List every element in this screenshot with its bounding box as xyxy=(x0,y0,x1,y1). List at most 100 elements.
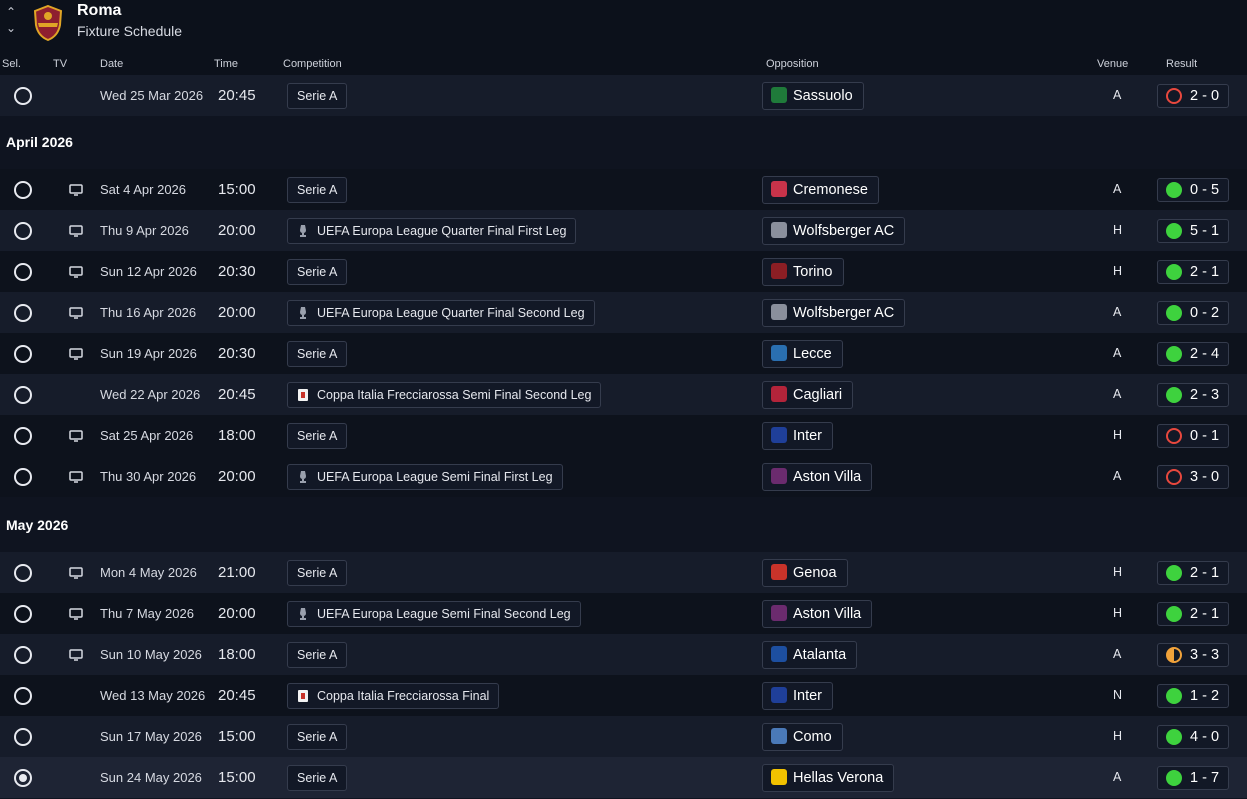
fixture-venue: A xyxy=(1113,345,1122,360)
competition-chip[interactable]: UEFA Europa League Semi Final Second Leg xyxy=(287,600,581,627)
table-row[interactable]: Wed 22 Apr 2026 20:45 Coppa Italia Freccia… xyxy=(0,374,1247,415)
table-row[interactable]: Thu 7 May 2026 20:00 UEFA Europa League Se… xyxy=(0,593,1247,634)
club-name[interactable]: Roma xyxy=(77,2,122,19)
result-chip[interactable]: 0 - 2 xyxy=(1157,300,1229,325)
select-radio[interactable] xyxy=(14,563,32,582)
competition-chip[interactable]: Serie A xyxy=(287,641,348,668)
competition-chip[interactable]: Serie A xyxy=(287,258,348,285)
opposition-name: Wolfsberger AC xyxy=(793,222,895,239)
select-radio[interactable] xyxy=(14,467,32,486)
select-radio[interactable] xyxy=(14,86,32,105)
opposition-chip[interactable]: Aston Villa xyxy=(762,462,873,491)
col-venue[interactable]: Venue xyxy=(1097,58,1129,70)
result-score: 2 - 1 xyxy=(1190,564,1220,581)
fixture-venue: H xyxy=(1113,222,1123,237)
competition-chip[interactable]: Serie A xyxy=(287,764,348,791)
col-tv[interactable]: TV xyxy=(53,58,68,70)
result-chip[interactable]: 2 - 0 xyxy=(1157,83,1229,108)
competition-chip[interactable]: UEFA Europa League Quarter Final First L… xyxy=(287,217,577,244)
competition-chip[interactable]: Serie A xyxy=(287,723,348,750)
result-chip[interactable]: 2 - 3 xyxy=(1157,382,1229,407)
table-row[interactable]: Sun 17 May 2026 15:00 Serie A Como H 4 - 0 xyxy=(0,716,1247,757)
opposition-chip[interactable]: Wolfsberger AC xyxy=(762,216,906,245)
competition-chip[interactable]: Serie A xyxy=(287,559,348,586)
opposition-chip[interactable]: Aston Villa xyxy=(762,599,873,628)
table-row[interactable]: Sat 25 Apr 2026 18:00 Serie A Inter H 0 - 1 xyxy=(0,415,1247,456)
select-radio[interactable] xyxy=(14,768,32,787)
select-radio[interactable] xyxy=(14,221,32,240)
col-competition[interactable]: Competition xyxy=(283,58,342,70)
table-row[interactable]: Sun 12 Apr 2026 20:30 Serie A Torino H 2 - 1 xyxy=(0,251,1247,292)
table-row[interactable]: Sun 10 May 2026 18:00 Serie A Atalanta A 3 - … xyxy=(0,634,1247,675)
table-row[interactable]: Thu 16 Apr 2026 20:00 UEFA Europa League Q… xyxy=(0,292,1247,333)
select-radio[interactable] xyxy=(14,426,32,445)
col-sel[interactable]: Sel. xyxy=(2,58,21,70)
opposition-chip[interactable]: Sassuolo xyxy=(762,81,864,110)
europa-league-trophy-icon xyxy=(300,470,306,483)
opposition-chip[interactable]: Hellas Verona xyxy=(762,763,895,792)
result-chip[interactable]: 1 - 2 xyxy=(1157,683,1229,708)
select-radio[interactable] xyxy=(14,180,32,199)
select-radio[interactable] xyxy=(14,727,32,746)
result-chip[interactable]: 3 - 0 xyxy=(1157,464,1229,489)
select-radio[interactable] xyxy=(14,645,32,664)
select-radio[interactable] xyxy=(14,262,32,281)
table-row[interactable]: Thu 9 Apr 2026 20:00 UEFA Europa League Qu… xyxy=(0,210,1247,251)
result-chip[interactable]: 4 - 0 xyxy=(1157,724,1229,749)
col-result[interactable]: Result xyxy=(1166,58,1198,70)
table-row[interactable]: Mon 4 May 2026 21:00 Serie A Genoa H 2 - 1 xyxy=(0,552,1247,593)
competition-chip[interactable]: Coppa Italia Frecciarossa Semi Final Sec… xyxy=(287,381,602,408)
col-opposition[interactable]: Opposition xyxy=(766,58,819,70)
chevron-down-icon[interactable]: ⌄ xyxy=(5,21,17,35)
fixture-time: 18:00 xyxy=(218,645,256,663)
result-chip[interactable]: 1 - 7 xyxy=(1157,765,1229,790)
result-chip[interactable]: 2 - 1 xyxy=(1157,601,1229,626)
result-chip[interactable]: 5 - 1 xyxy=(1157,218,1229,243)
result-chip[interactable]: 2 - 1 xyxy=(1157,560,1229,585)
competition-chip[interactable]: Coppa Italia Frecciarossa Final xyxy=(287,682,500,709)
fixture-time: 20:00 xyxy=(218,303,256,321)
result-chip[interactable]: 3 - 3 xyxy=(1157,642,1229,667)
tv-icon xyxy=(69,648,83,661)
opposition-chip[interactable]: Wolfsberger AC xyxy=(762,298,906,327)
opposition-chip[interactable]: Atalanta xyxy=(762,640,858,669)
result-chip[interactable]: 2 - 1 xyxy=(1157,259,1229,284)
opponent-badge-icon xyxy=(771,221,787,238)
fixture-date: Thu 7 May 2026 xyxy=(100,605,194,621)
opposition-chip[interactable]: Torino xyxy=(762,257,844,286)
select-radio[interactable] xyxy=(14,385,32,404)
result-score: 2 - 1 xyxy=(1190,263,1220,280)
result-chip[interactable]: 0 - 5 xyxy=(1157,177,1229,202)
competition-chip[interactable]: UEFA Europa League Quarter Final Second … xyxy=(287,299,595,326)
table-row[interactable]: Wed 13 May 2026 20:45 Coppa Italia Freccia… xyxy=(0,675,1247,716)
table-row[interactable]: Sat 4 Apr 2026 15:00 Serie A Cremonese A 0 - … xyxy=(0,169,1247,210)
opposition-chip[interactable]: Cremonese xyxy=(762,175,879,204)
opponent-badge-icon xyxy=(771,344,787,361)
competition-chip[interactable]: Serie A xyxy=(287,422,348,449)
opposition-chip[interactable]: Lecce xyxy=(762,339,843,368)
table-row[interactable]: Thu 30 Apr 2026 20:00 UEFA Europa League S… xyxy=(0,456,1247,497)
table-row[interactable]: Sun 24 May 2026 15:00 Serie A Hellas Verona… xyxy=(0,757,1247,798)
col-time[interactable]: Time xyxy=(214,58,239,70)
result-chip[interactable]: 2 - 4 xyxy=(1157,341,1229,366)
select-radio[interactable] xyxy=(14,303,32,322)
competition-chip[interactable]: Serie A xyxy=(287,176,348,203)
col-date[interactable]: Date xyxy=(100,58,124,70)
competition-chip[interactable]: Serie A xyxy=(287,82,348,109)
competition-chip[interactable]: UEFA Europa League Semi Final First Leg xyxy=(287,463,563,490)
opposition-chip[interactable]: Como xyxy=(762,722,843,751)
select-radio[interactable] xyxy=(14,344,32,363)
result-chip[interactable]: 0 - 1 xyxy=(1157,423,1229,448)
competition-name: Coppa Italia Frecciarossa Semi Final Sec… xyxy=(317,387,592,402)
select-radio[interactable] xyxy=(14,604,32,623)
table-row[interactable]: Sun 19 Apr 2026 20:30 Serie A Lecce A 2 - 4 xyxy=(0,333,1247,374)
opposition-chip[interactable]: Inter xyxy=(762,421,834,450)
opposition-chip[interactable]: Genoa xyxy=(762,558,848,587)
competition-chip[interactable]: Serie A xyxy=(287,340,348,367)
chevron-up-icon[interactable]: ⌃ xyxy=(5,5,17,19)
opponent-badge-icon xyxy=(771,426,787,443)
table-row[interactable]: Wed 25 Mar 2026 20:45 Serie A Sassuolo A 2 - … xyxy=(0,75,1247,116)
opposition-chip[interactable]: Cagliari xyxy=(762,380,854,409)
select-radio[interactable] xyxy=(14,686,32,705)
opposition-chip[interactable]: Inter xyxy=(762,681,834,710)
